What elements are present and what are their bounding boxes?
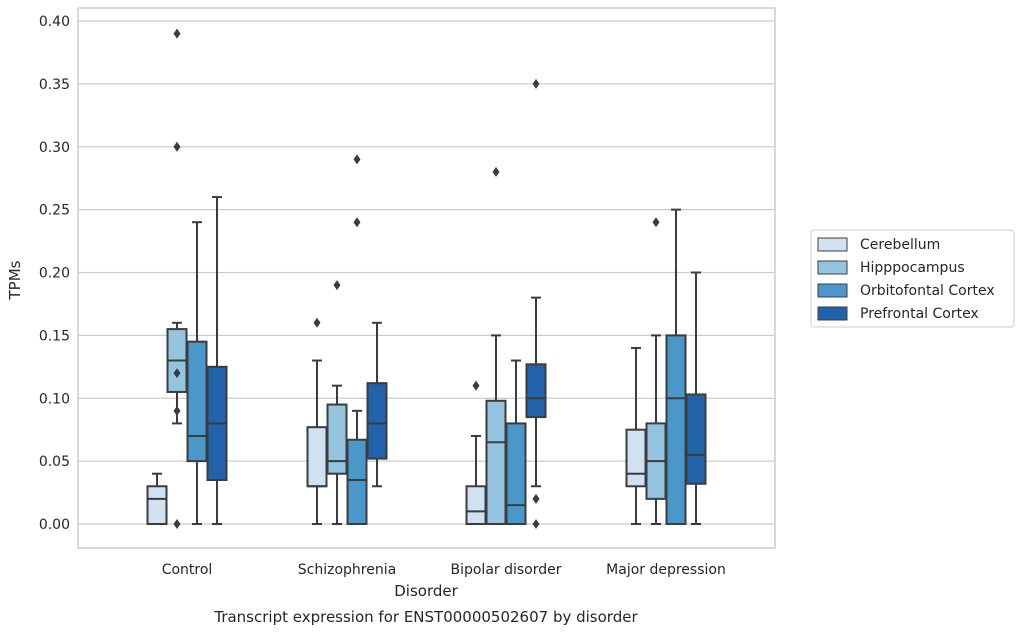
outlier-point (652, 217, 660, 228)
box-hipppocampus (485, 166, 507, 526)
y-tick-label: 0.00 (39, 517, 70, 533)
outlier-point (353, 217, 361, 228)
legend-items: Cerebellum Hipppocampus Orbitofontal Corte… (817, 237, 995, 322)
outlier-point (532, 78, 540, 89)
box-cerebellum (625, 346, 647, 525)
legend-label: Orbitofontal Cortex (860, 283, 995, 299)
outlier-point (532, 493, 540, 504)
iqr-box (326, 403, 348, 475)
x-tick-label: Major depression (606, 562, 726, 578)
iqr-box (306, 426, 328, 488)
iqr-box (146, 485, 168, 525)
box-cerebellum (465, 380, 487, 525)
box-orbitofontal-cortex (665, 208, 687, 525)
iqr-box (485, 399, 507, 526)
box-cerebellum (146, 472, 168, 525)
legend-label: Cerebellum (860, 237, 940, 253)
box-hipppocampus (166, 28, 188, 529)
iqr-box (186, 340, 208, 463)
box-orbitofontal-cortex (186, 221, 208, 525)
legend-swatch (817, 260, 848, 275)
outlier-point (173, 368, 181, 379)
x-tick-label: Bipolar disorder (450, 562, 561, 578)
legend-label: Hipppocampus (860, 260, 965, 276)
y-axis-ticks: 0.00 0.05 0.10 0.15 0.20 0.25 0.30 0.35 0.40 (39, 14, 70, 533)
box-prefrontal-cortex (366, 321, 388, 488)
y-tick-label: 0.20 (39, 266, 70, 282)
iqr-box (346, 438, 368, 525)
x-axis-label: Disorder (394, 582, 458, 600)
iqr-box (505, 422, 527, 525)
legend-swatch (817, 237, 848, 252)
x-tick-label: Control (162, 562, 213, 578)
outlier-point (532, 519, 540, 529)
outlier-point (173, 28, 181, 39)
legend: Cerebellum Hipppocampus Orbitofontal Corte… (810, 229, 1015, 328)
box-orbitofontal-cortex (346, 154, 368, 525)
y-tick-label: 0.10 (39, 391, 70, 407)
outlier-point (173, 519, 181, 529)
box-hipppocampus (645, 217, 667, 525)
outlier-point (173, 141, 181, 152)
iqr-box (665, 334, 687, 525)
y-axis-label: TPMs (6, 260, 24, 300)
outlier-point (492, 166, 500, 177)
plot-frame (77, 7, 776, 549)
iqr-box (685, 393, 707, 485)
box-hipppocampus (326, 280, 348, 525)
y-tick-label: 0.35 (39, 77, 70, 93)
legend-frame (810, 229, 1015, 328)
legend-swatch (817, 306, 848, 321)
outlier-point (313, 317, 321, 328)
iqr-box (525, 363, 547, 419)
legend-swatch (817, 283, 848, 298)
outlier-point (472, 380, 480, 391)
box-orbitofontal-cortex (505, 359, 527, 525)
y-tick-label: 0.15 (39, 328, 70, 344)
outlier-point (353, 154, 361, 165)
y-tick-label: 0.40 (39, 14, 70, 30)
legend-label: Prefrontal Cortex (860, 306, 979, 322)
x-axis-ticks: Control Schizophrenia Bipolar disorder Majo… (162, 562, 726, 578)
boxes-layer (146, 28, 707, 529)
iqr-box (465, 485, 487, 525)
box-prefrontal-cortex (206, 196, 228, 525)
iqr-box (625, 428, 647, 488)
y-tick-label: 0.05 (39, 454, 70, 470)
x-tick-label: Schizophrenia (298, 562, 396, 578)
box-prefrontal-cortex (525, 78, 547, 529)
chart-caption: Transcript expression for ENST0000050260… (213, 608, 638, 626)
y-tick-label: 0.30 (39, 140, 70, 156)
iqr-box (366, 382, 388, 460)
y-tick-label: 0.25 (39, 203, 70, 219)
outlier-point (333, 280, 341, 291)
outlier-point (173, 405, 181, 416)
box-cerebellum (306, 317, 328, 525)
box-prefrontal-cortex (685, 271, 707, 525)
